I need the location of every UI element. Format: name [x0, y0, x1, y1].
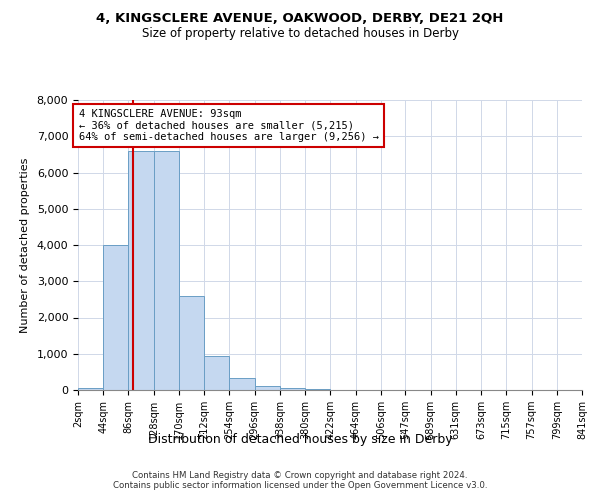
- Bar: [254, 386, 280, 390]
- Bar: [103, 245, 128, 390]
- Text: Distribution of detached houses by size in Derby: Distribution of detached houses by size …: [148, 432, 452, 446]
- Bar: [154, 151, 179, 390]
- Text: Size of property relative to detached houses in Derby: Size of property relative to detached ho…: [142, 28, 458, 40]
- Text: 4, KINGSCLERE AVENUE, OAKWOOD, DERBY, DE21 2QH: 4, KINGSCLERE AVENUE, OAKWOOD, DERBY, DE…: [97, 12, 503, 26]
- Y-axis label: Number of detached properties: Number of detached properties: [20, 158, 30, 332]
- Text: Contains HM Land Registry data © Crown copyright and database right 2024.
Contai: Contains HM Land Registry data © Crown c…: [113, 470, 487, 490]
- Text: 4 KINGSCLERE AVENUE: 93sqm
← 36% of detached houses are smaller (5,215)
64% of s: 4 KINGSCLERE AVENUE: 93sqm ← 36% of deta…: [79, 109, 379, 142]
- Bar: [204, 356, 229, 390]
- Bar: [179, 296, 204, 390]
- Bar: [229, 378, 254, 390]
- Bar: [280, 388, 305, 390]
- Bar: [305, 389, 331, 390]
- Bar: [78, 388, 103, 390]
- Bar: [128, 151, 154, 390]
